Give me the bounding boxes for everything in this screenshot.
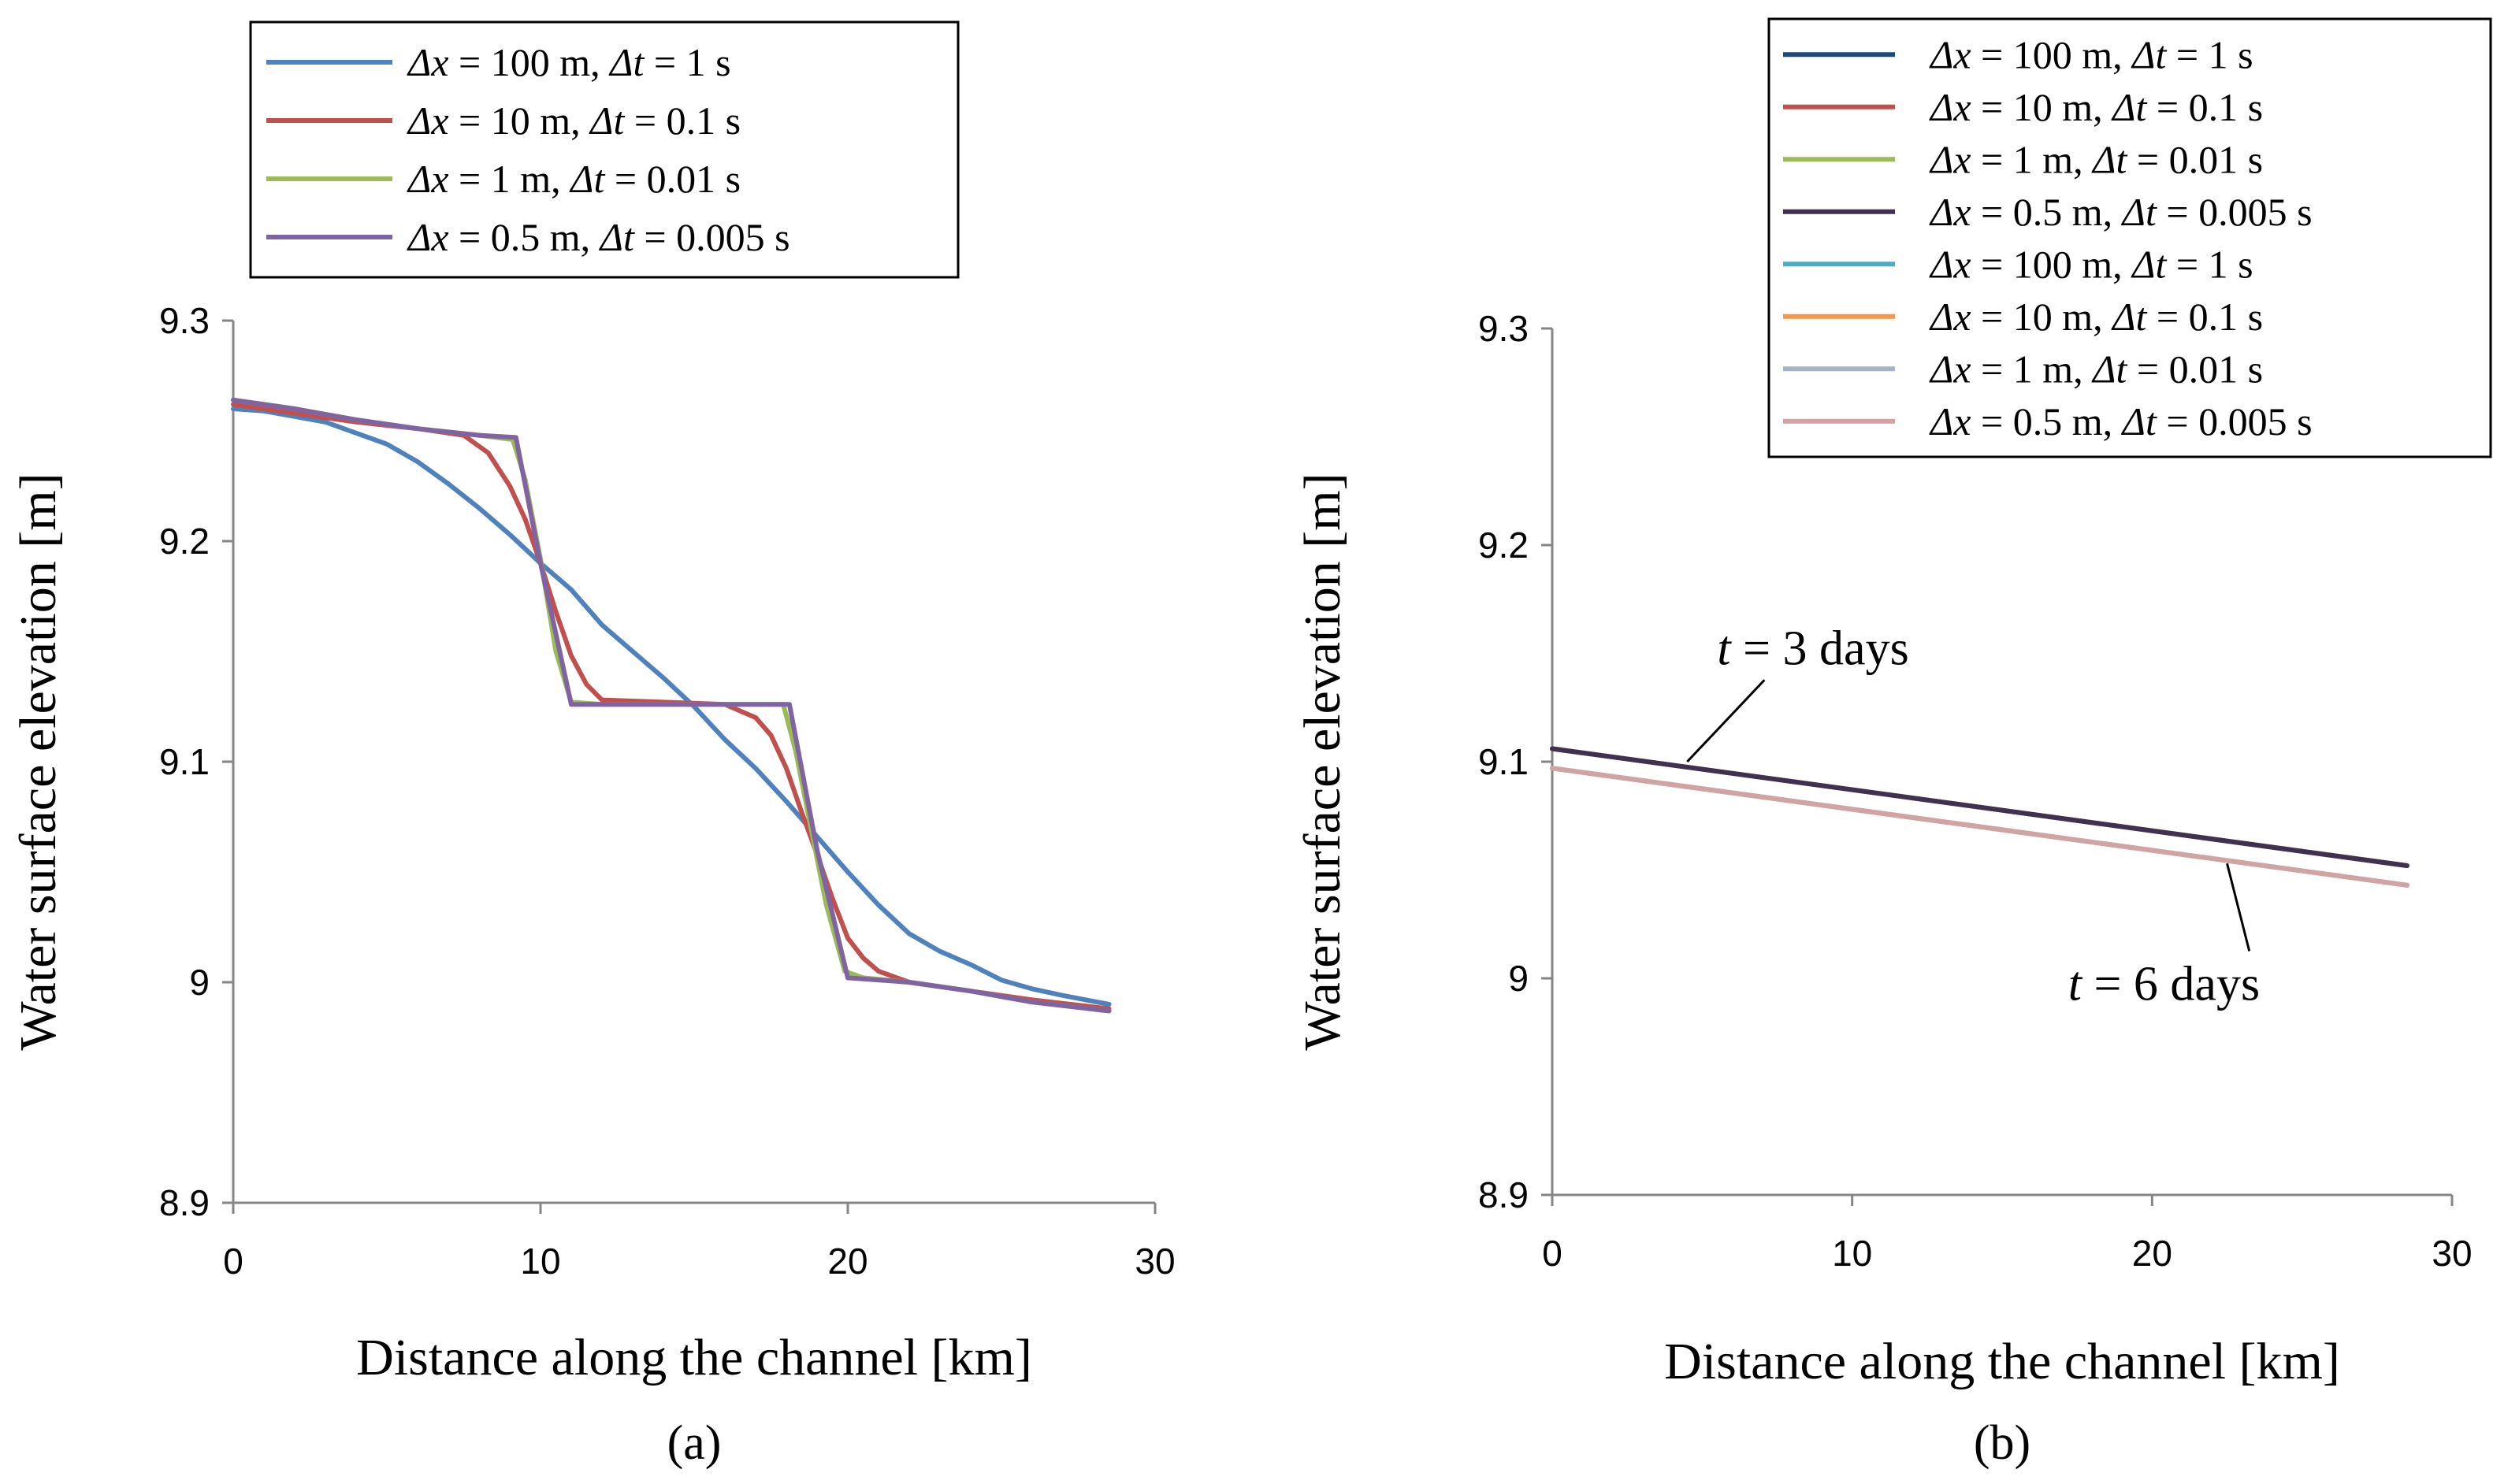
y-tick-label: 9.1 [1478,741,1529,782]
series-line-4 [1550,746,2409,868]
x-axis-label: Distance along the channel [km] [356,1329,1032,1386]
legend-box [1767,17,2492,458]
series-line-4 [231,397,1112,1014]
x-tick-label: 0 [1542,1233,1562,1274]
y-tick-label: 9.2 [1478,525,1529,566]
panel-caption: (a) [667,1416,722,1470]
x-tick-label: 20 [2132,1233,2172,1274]
legend-entry-3: Δx = 1 m, Δt = 0.01 s [407,157,741,201]
x-tick-label: 10 [1832,1233,1872,1274]
legend-entry-6: Δx = 10 m, Δt = 0.1 s [1929,295,2263,339]
y-axis-label: Water surface elevation [m] [1294,473,1351,1050]
series-line-8 [1550,766,2409,888]
legend-entry-7: Δx = 1 m, Δt = 0.01 s [1929,347,2263,391]
legend-entry-4: Δx = 0.5 m, Δt = 0.005 s [1929,190,2313,234]
legend-entry-1: Δx = 100 m, Δt = 1 s [1929,32,2253,76]
x-tick-label: 10 [520,1241,560,1282]
panel-caption: (b) [1974,1416,2030,1470]
chart-panel-b: 8.9 9 9.1 9.2 9.3 0 10 20 30 Water surface elevat… [1294,17,2492,1470]
legend-entry-5: Δx = 100 m, Δt = 1 s [1929,242,2253,286]
annotation-label-1: t = 3 days [1717,621,1908,675]
y-tick-label: 9 [189,962,210,1003]
legend-entry-2: Δx = 10 m, Δt = 0.1 s [1929,85,2263,129]
y-axis-label: Water surface elevation [m] [9,473,67,1050]
y-tick-label: 9.3 [159,300,210,341]
annotation-leader-line [1686,679,1766,763]
legend-entry-4: Δx = 0.5 m, Δt = 0.005 s [407,215,790,259]
annotation-leader-line [2226,863,2251,952]
legend-entry-2: Δx = 10 m, Δt = 0.1 s [407,98,741,143]
legend: Δx = 100 m, Δt = 1 s Δx = 10 m, Δt = 0.1 … [1767,17,2492,458]
legend-entry-8: Δx = 0.5 m, Δt = 0.005 s [1929,399,2313,443]
y-tick-label: 9.1 [159,741,210,782]
y-tick-label: 9.2 [159,521,210,562]
x-tick-label: 30 [1135,1241,1175,1282]
y-tick-label: 9 [1508,958,1529,999]
x-tick-label: 0 [223,1241,243,1282]
legend: Δx = 100 m, Δt = 1 s Δx = 10 m, Δt = 0.1 … [249,20,960,279]
x-tick-label: 20 [827,1241,868,1282]
x-axis-label: Distance along the channel [km] [1664,1333,2340,1390]
y-tick-label: 8.9 [159,1182,210,1223]
annotation-label-2: t = 6 days [2068,958,2260,1011]
y-tick-label: 8.9 [1478,1174,1529,1215]
legend-entry-1: Δx = 100 m, Δt = 1 s [407,40,731,84]
chart-panel-a: 8.9 9 9.1 9.2 9.3 0 10 20 30 Water surface elevat… [9,20,1176,1470]
x-tick-label: 30 [2432,1233,2472,1274]
legend-entry-3: Δx = 1 m, Δt = 0.01 s [1929,137,2263,181]
y-tick-label: 9.3 [1478,308,1529,349]
